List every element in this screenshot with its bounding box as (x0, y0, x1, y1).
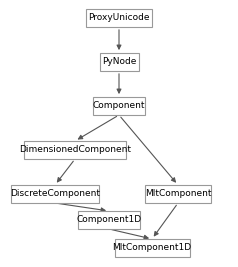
Text: MItComponent: MItComponent (145, 190, 211, 198)
FancyBboxPatch shape (24, 141, 126, 159)
Text: DimensionedComponent: DimensionedComponent (19, 146, 131, 155)
FancyBboxPatch shape (114, 239, 189, 257)
FancyBboxPatch shape (86, 9, 152, 27)
FancyBboxPatch shape (145, 185, 211, 203)
Text: DiscreteComponent: DiscreteComponent (10, 190, 100, 198)
Text: Component1D: Component1D (76, 215, 142, 225)
FancyBboxPatch shape (78, 211, 140, 229)
FancyBboxPatch shape (99, 53, 139, 71)
Text: Component: Component (93, 101, 145, 111)
Text: PyNode: PyNode (102, 57, 136, 66)
Text: ProxyUnicode: ProxyUnicode (88, 14, 150, 22)
FancyBboxPatch shape (93, 97, 145, 115)
Text: MItComponent1D: MItComponent1D (112, 244, 192, 253)
FancyBboxPatch shape (11, 185, 99, 203)
